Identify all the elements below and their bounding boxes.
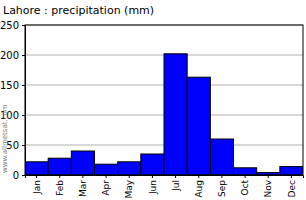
x-tick: Sep (217, 175, 227, 197)
y-tick-mark (22, 25, 25, 26)
x-tick: Aug (194, 175, 204, 198)
x-tick-mark (245, 175, 246, 178)
bar (95, 164, 118, 175)
y-axis-line (22, 26, 26, 176)
watermark: www.allmetsat.com (1, 104, 9, 173)
x-tick-mark (268, 175, 269, 178)
bar (141, 154, 164, 175)
y-tick: 200 (0, 50, 25, 61)
plot-background (25, 25, 303, 175)
x-tick-mark (221, 175, 222, 178)
y-tick: 250 (0, 20, 25, 31)
x-tick: May (124, 175, 134, 199)
x-tick-mark (152, 175, 153, 178)
bars (25, 54, 303, 175)
x-tick: Oct (240, 175, 250, 196)
y-tick-mark (22, 115, 25, 116)
x-tick-label: Jan (32, 180, 42, 195)
x-axis-line (26, 176, 304, 179)
y-tick-label: 250 (0, 20, 19, 31)
x-tick-mark (198, 175, 199, 178)
y-tick-label: 200 (0, 50, 19, 61)
y-tick-label: 150 (0, 80, 19, 91)
chart: 050100150200250JanFebMarAprMayJunJulAugS… (0, 0, 306, 200)
y-tick: 50 (6, 140, 25, 151)
grid (25, 25, 303, 175)
x-tick-mark (36, 175, 37, 178)
x-tick-label: Aug (194, 180, 204, 198)
x-tick: Apr (101, 175, 111, 196)
plot: 050100150200250JanFebMarAprMayJunJulAugS… (0, 20, 304, 199)
y-axis: 050100150200250 (0, 20, 26, 181)
y-tick-mark (22, 55, 25, 56)
bar (71, 151, 94, 175)
x-tick: Jan (32, 175, 42, 195)
x-tick-mark (59, 175, 60, 178)
x-tick-mark (106, 175, 107, 178)
bar (280, 167, 303, 175)
x-tick: Nov (263, 175, 273, 198)
x-tick-mark (129, 175, 130, 178)
x-tick-label: Jul (171, 180, 181, 192)
bar (164, 54, 187, 175)
x-tick: Jun (148, 175, 158, 195)
bar (210, 139, 233, 175)
x-tick-label: Nov (263, 179, 273, 197)
x-tick: Dec (287, 175, 297, 197)
y-tick: 150 (0, 80, 25, 91)
x-tick: Jul (171, 175, 181, 192)
x-tick-label: May (124, 179, 134, 198)
x-tick: Feb (55, 175, 65, 196)
x-tick-mark (175, 175, 176, 178)
x-tick-mark (291, 175, 292, 178)
x-tick-mark (82, 175, 83, 178)
x-tick-label: Dec (287, 180, 297, 197)
bar (25, 162, 48, 175)
y-tick: 0 (13, 170, 25, 181)
y-tick-mark (22, 175, 25, 176)
bar (234, 168, 257, 175)
bar (118, 162, 141, 175)
x-tick-label: Sep (217, 180, 227, 197)
x-tick-label: Apr (101, 180, 111, 196)
x-tick-label: Mar (78, 180, 88, 197)
plot-frame (25, 25, 303, 175)
y-tick-mark (22, 145, 25, 146)
title: Lahore : precipitation (mm) (3, 4, 154, 17)
x-axis: Jan Feb Mar Apr May Jun Jul Aug Sep Oct Nov Dec (26, 175, 304, 199)
bar (187, 77, 210, 175)
y-tick-label: 0 (13, 170, 19, 181)
bar (48, 158, 71, 175)
y-tick-mark (22, 85, 25, 86)
x-tick: Mar (78, 175, 88, 197)
x-tick-label: Feb (55, 180, 65, 196)
x-tick-label: Jun (148, 180, 158, 195)
x-tick-label: Oct (240, 180, 250, 196)
